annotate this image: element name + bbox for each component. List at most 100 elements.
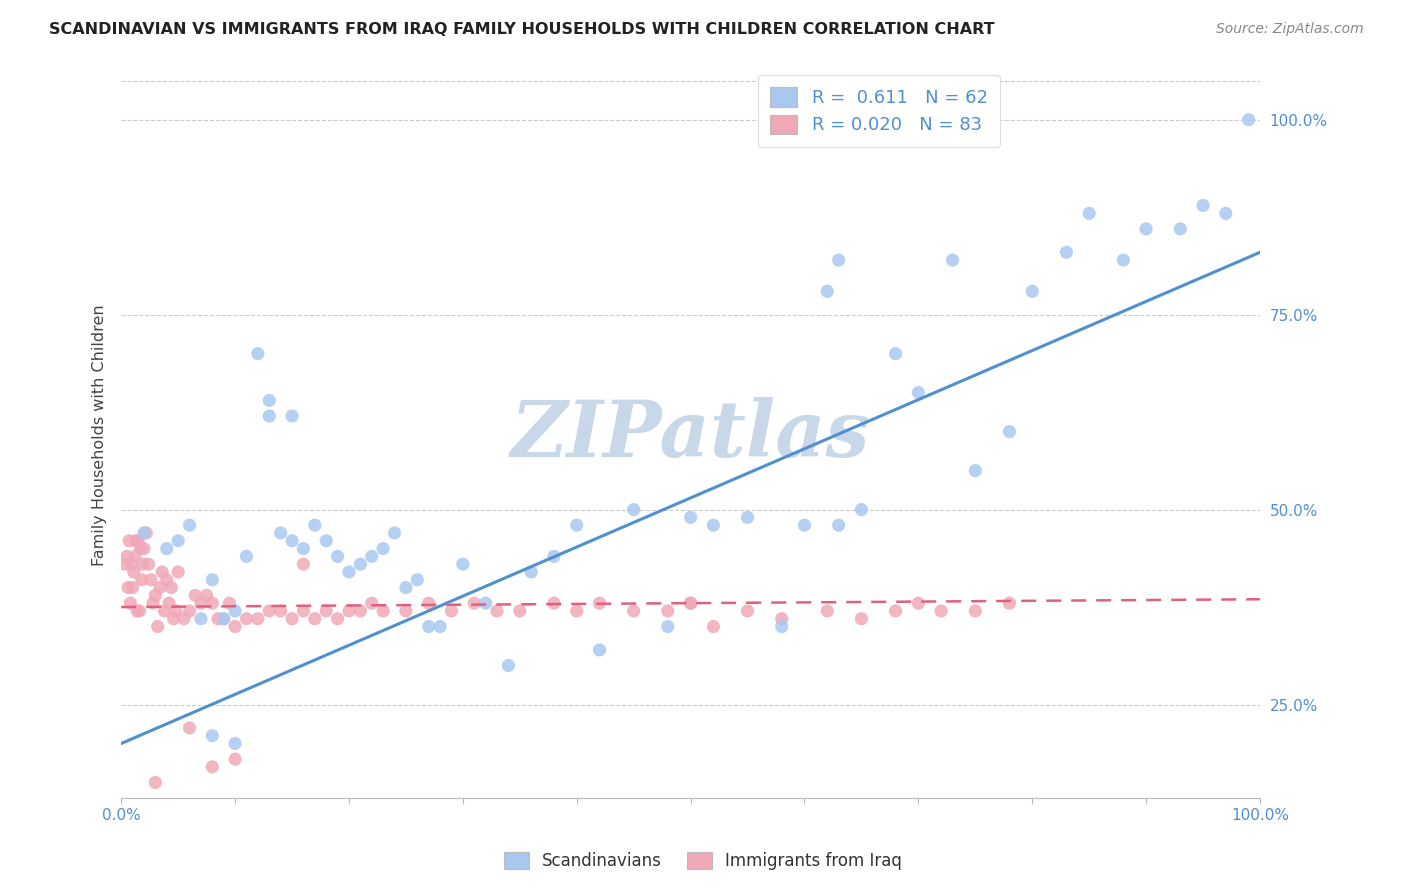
Point [998,596,1021,610]
Point [157,596,180,610]
Point [1021,285,1043,299]
Point [139,573,162,587]
Point [259,393,281,408]
Point [315,604,337,618]
Point [679,510,702,524]
Point [201,760,224,774]
Point [315,533,337,548]
Point [132,541,155,556]
Point [162,612,184,626]
Point [138,557,160,571]
Point [115,549,138,564]
Point [509,604,531,618]
Point [998,425,1021,439]
Point [702,518,724,533]
Point [150,565,173,579]
Point [125,533,148,548]
Point [129,541,152,556]
Point [657,604,679,618]
Point [304,518,326,533]
Point [259,409,281,423]
Point [190,596,212,610]
Point [281,612,304,626]
Point [142,596,165,610]
Point [145,588,167,602]
Text: ZIPatlas: ZIPatlas [510,397,870,474]
Point [1078,206,1101,220]
Point [304,612,326,626]
Point [827,518,849,533]
Point [1135,222,1157,236]
Point [270,604,292,618]
Point [132,557,155,571]
Point [132,526,155,541]
Point [679,596,702,610]
Point [373,541,395,556]
Point [173,612,195,626]
Point [406,573,429,587]
Point [326,549,349,564]
Point [623,502,645,516]
Point [190,612,212,626]
Point [827,253,849,268]
Point [851,612,873,626]
Point [395,581,418,595]
Point [270,526,292,541]
Point [565,604,588,618]
Point [1192,198,1215,212]
Point [337,565,360,579]
Point [117,581,139,595]
Point [565,518,588,533]
Point [463,596,485,610]
Point [246,346,269,360]
Point [588,643,610,657]
Text: Source: ZipAtlas.com: Source: ZipAtlas.com [1216,22,1364,37]
Point [135,526,157,541]
Point [201,729,224,743]
Point [118,533,141,548]
Point [281,409,304,423]
Point [485,604,508,618]
Point [145,775,167,789]
Point [127,533,149,548]
Point [179,721,201,735]
Point [224,604,246,618]
Point [770,619,793,633]
Point [121,581,143,595]
Point [114,557,136,571]
Text: SCANDINAVIAN VS IMMIGRANTS FROM IRAQ FAMILY HOUSEHOLDS WITH CHILDREN CORRELATION: SCANDINAVIAN VS IMMIGRANTS FROM IRAQ FAM… [49,22,995,37]
Legend: R =  0.611   N = 62, R = 0.020   N = 83: R = 0.611 N = 62, R = 0.020 N = 83 [758,75,1001,147]
Point [235,549,257,564]
Point [149,581,172,595]
Point [201,596,224,610]
Point [770,612,793,626]
Point [543,596,565,610]
Point [184,588,207,602]
Point [292,604,315,618]
Point [737,604,759,618]
Point [851,502,873,516]
Point [156,573,179,587]
Point [224,752,246,766]
Point [702,619,724,633]
Point [543,549,565,564]
Point [349,557,371,571]
Point [167,533,190,548]
Point [292,541,315,556]
Point [156,541,179,556]
Point [384,526,406,541]
Point [815,285,838,299]
Point [218,596,240,610]
Point [326,612,349,626]
Point [588,596,610,610]
Point [167,565,190,579]
Point [474,596,496,610]
Point [373,604,395,618]
Point [281,533,304,548]
Point [195,588,218,602]
Point [207,612,229,626]
Legend: Scandinavians, Immigrants from Iraq: Scandinavians, Immigrants from Iraq [498,845,908,877]
Point [165,604,187,618]
Point [360,596,382,610]
Point [907,385,929,400]
